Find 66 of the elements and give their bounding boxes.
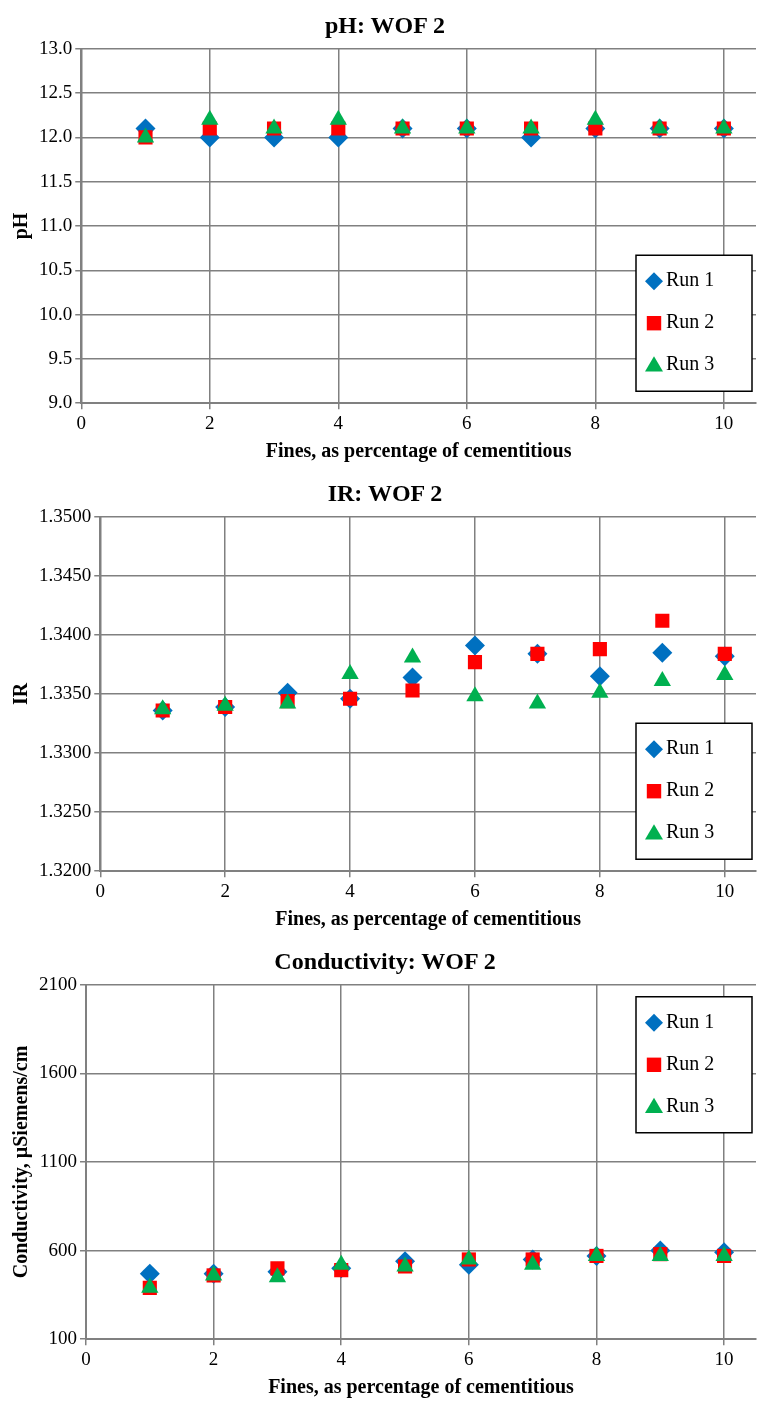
chart-title: pH: WOF 2 bbox=[324, 11, 446, 38]
x-tick-label: 10 bbox=[714, 1347, 734, 1369]
y-tick-label: 1100 bbox=[39, 1149, 77, 1171]
x-tick-label: 0 bbox=[95, 879, 105, 901]
y-tick-label: 1.3200 bbox=[39, 859, 92, 881]
point bbox=[467, 655, 483, 670]
legend-label: Run 2 bbox=[666, 778, 715, 801]
y-tick-label: 9.5 bbox=[48, 346, 73, 368]
point bbox=[589, 666, 610, 687]
y-tick-label: 1.3450 bbox=[39, 563, 92, 585]
y-tick-label: 12.0 bbox=[39, 125, 73, 147]
x-tick-label: 8 bbox=[590, 411, 601, 433]
x-tick-label: 4 bbox=[333, 411, 344, 433]
x-tick-label: 6 bbox=[464, 1347, 474, 1369]
x-tick-label: 2 bbox=[205, 411, 215, 433]
x-tick-label: 2 bbox=[220, 879, 230, 901]
y-tick-label: 1.3350 bbox=[39, 681, 92, 703]
y-tick-label: 10.5 bbox=[39, 258, 73, 280]
legend-label: Run 3 bbox=[666, 820, 715, 843]
y-tick-label: 1.3300 bbox=[39, 741, 92, 763]
y-tick-label: 11.0 bbox=[39, 213, 73, 235]
x-tick-label: 0 bbox=[76, 411, 86, 433]
legend-label: Run 3 bbox=[666, 1094, 715, 1117]
x-tick-label: 8 bbox=[595, 879, 605, 901]
legend-label: Run 2 bbox=[666, 1052, 715, 1075]
point bbox=[655, 613, 670, 628]
y-tick-label: 1.3500 bbox=[39, 504, 92, 526]
point bbox=[464, 635, 485, 656]
y-tick-label: 1600 bbox=[39, 1061, 77, 1083]
x-tick-label: 2 bbox=[208, 1347, 219, 1369]
legend-label: Run 1 bbox=[666, 736, 715, 759]
chart-title: IR: WOF 2 bbox=[327, 479, 443, 506]
y-tick-label: 1.3400 bbox=[39, 622, 92, 644]
chart-title: Conductivity: WOF 2 bbox=[274, 947, 496, 974]
y-tick-label: 1.3250 bbox=[39, 800, 92, 822]
legend-label: Run 1 bbox=[666, 268, 715, 291]
y-tick-label: 10.0 bbox=[39, 302, 73, 324]
y-axis-title: pH bbox=[9, 212, 33, 240]
x-axis-title: Fines, as percentage of cementitious bbox=[265, 439, 572, 463]
x-axis-title: Fines, as percentage of cementitious bbox=[268, 1375, 575, 1399]
x-tick-label: 10 bbox=[714, 411, 734, 433]
x-tick-label: 0 bbox=[81, 1347, 91, 1369]
x-tick-label: 4 bbox=[345, 879, 356, 901]
y-tick-label: 12.5 bbox=[39, 81, 73, 103]
point bbox=[405, 683, 420, 698]
y-axis-title: Conductivity, µSiemens/cm bbox=[9, 1045, 33, 1279]
y-tick-label: 2100 bbox=[39, 972, 77, 994]
y-axis-title: IR bbox=[9, 682, 32, 706]
legend-label: Run 2 bbox=[666, 310, 715, 333]
x-tick-label: 4 bbox=[336, 1347, 347, 1369]
y-tick-label: 13.0 bbox=[39, 36, 73, 58]
legend-label: Run 1 bbox=[666, 1010, 715, 1033]
y-tick-label: 600 bbox=[48, 1238, 77, 1260]
point bbox=[652, 642, 673, 663]
point bbox=[716, 665, 734, 681]
x-tick-label: 6 bbox=[462, 411, 472, 433]
point bbox=[653, 671, 671, 687]
y-tick-label: 100 bbox=[48, 1327, 77, 1349]
point bbox=[592, 642, 607, 657]
x-tick-label: 10 bbox=[715, 879, 735, 901]
x-axis-title: Fines, as percentage of cementitious bbox=[275, 907, 582, 931]
y-tick-label: 9.0 bbox=[48, 391, 73, 413]
x-tick-label: 6 bbox=[470, 879, 480, 901]
y-tick-label: 11.5 bbox=[39, 169, 73, 191]
x-tick-label: 8 bbox=[591, 1347, 602, 1369]
legend-label: Run 3 bbox=[666, 352, 715, 375]
